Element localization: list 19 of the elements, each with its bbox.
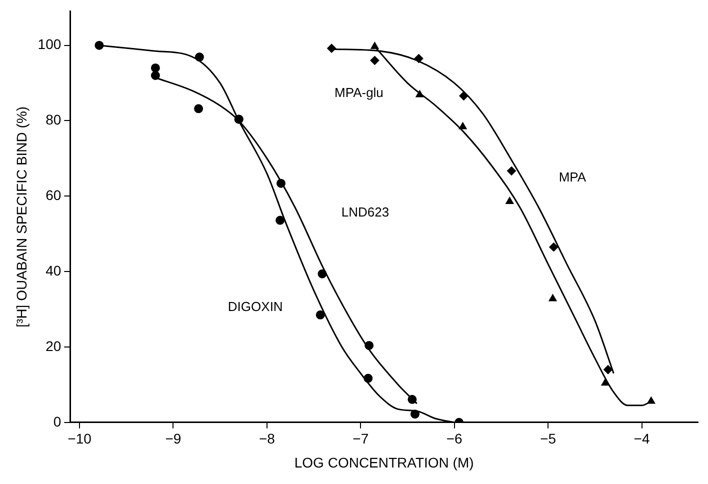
- x-axis-title: LOG CONCENTRATION (M): [294, 454, 474, 470]
- annotation: LND623: [341, 204, 390, 220]
- y-tick-label: 0: [53, 413, 62, 430]
- x-tick-label: −4: [634, 430, 650, 447]
- y-tick-label: 100: [38, 36, 62, 52]
- annotation: MPA: [558, 169, 586, 184]
- x-tick-label: −8: [258, 430, 276, 447]
- x-tick-label: −5: [540, 430, 556, 447]
- y-tick-label: 60: [46, 187, 62, 204]
- annotation: DIGOXIN: [228, 298, 283, 314]
- y-tick-label: 80: [46, 112, 62, 128]
- x-tick-label: −6: [446, 430, 463, 447]
- y-tick-label: 40: [46, 262, 62, 278]
- x-tick-label: −9: [165, 430, 182, 447]
- x-tick-label: −7: [352, 430, 369, 447]
- y-axis-title: [³H] OUABAIN SPECIFIC BIND (%): [13, 106, 30, 328]
- x-tick-label: −10: [68, 430, 92, 447]
- annotation: MPA-glu: [334, 85, 384, 100]
- y-tick-label: 20: [46, 338, 62, 354]
